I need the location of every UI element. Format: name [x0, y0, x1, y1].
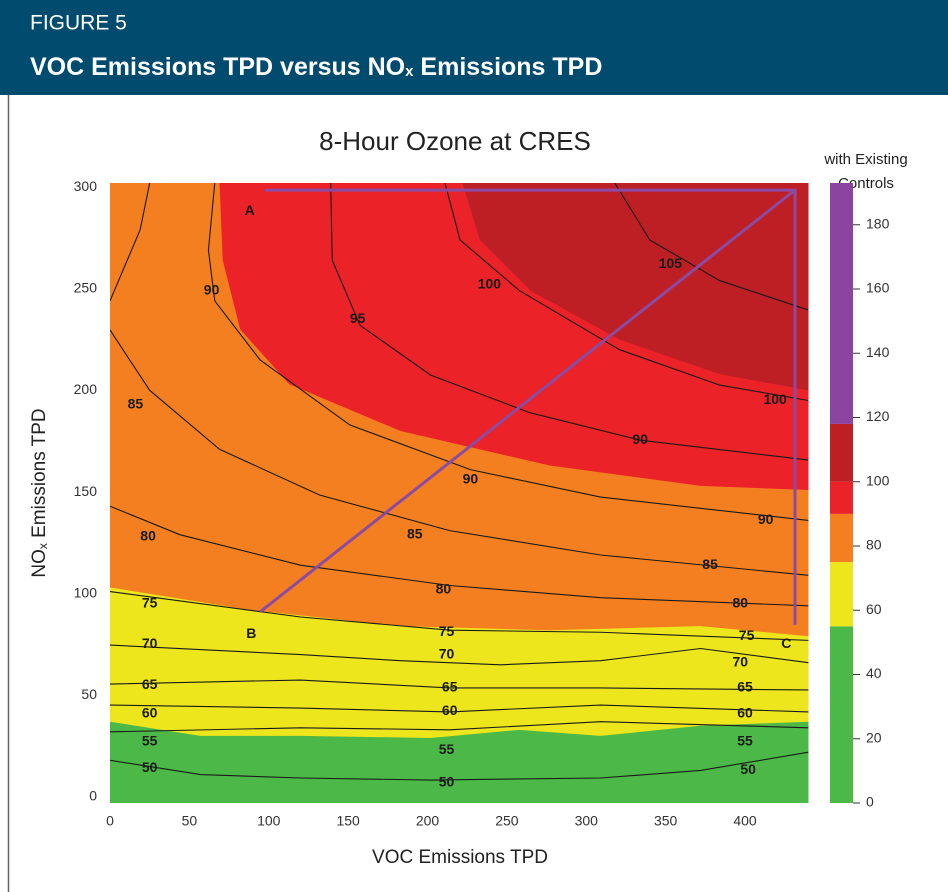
y-label-subscript: x — [36, 543, 50, 549]
title-part: Emissions TPD — [413, 53, 602, 81]
contour-line — [207, 183, 809, 521]
contour-label: 80 — [732, 594, 748, 610]
y-tick-label: 200 — [74, 381, 98, 397]
contour-label: 90 — [204, 281, 220, 297]
y-tick-label: 0 — [89, 788, 97, 804]
colorbar-tick-label: 180 — [866, 215, 890, 231]
path-line — [259, 188, 796, 614]
colorbar-band — [830, 481, 853, 514]
contour-label: 50 — [142, 759, 158, 775]
contour-label: 80 — [436, 580, 452, 596]
y-label-part: NO — [29, 549, 50, 578]
y-tick-label: 100 — [74, 584, 98, 600]
contour-line — [110, 505, 809, 607]
colorbar-tick-label: 20 — [866, 729, 882, 745]
contour-label: 95 — [350, 310, 366, 326]
contour-label: 55 — [439, 741, 455, 757]
colorbar-band — [830, 513, 853, 563]
colorbar-tick-label: 160 — [866, 280, 890, 296]
contour-label: 80 — [140, 527, 156, 543]
contour-label: 105 — [659, 255, 683, 271]
contour-line — [444, 183, 809, 402]
colorbar-band — [830, 562, 853, 627]
colorbar-tick-label: 140 — [866, 344, 890, 360]
contour-line — [110, 644, 809, 666]
contour-label: 50 — [439, 773, 455, 789]
title-part: VOC Emissions TPD versus NO — [30, 53, 405, 81]
contour-label: 50 — [740, 761, 756, 777]
contour-label: 65 — [442, 679, 458, 695]
contour-line — [110, 751, 809, 781]
colorbar-tick-label: 100 — [866, 472, 890, 488]
x-tick-label: 350 — [654, 813, 678, 829]
colorbar-tick-label: 40 — [866, 665, 882, 681]
figure-label: FIGURE 5 — [30, 12, 127, 35]
contour-label: 60 — [442, 702, 458, 718]
contour-label: 90 — [632, 431, 648, 447]
x-tick-label: 0 — [106, 813, 114, 829]
chart-title: 8-Hour Ozone at CRES — [319, 126, 591, 156]
contour-label: 70 — [439, 645, 455, 661]
x-tick-label: 200 — [416, 813, 440, 829]
x-tick-label: 300 — [575, 813, 599, 829]
x-tick-label: 50 — [182, 813, 198, 829]
contour-line — [110, 704, 809, 713]
y-label-part: Emissions TPD — [29, 408, 50, 543]
contour-line — [110, 721, 809, 733]
contour-label: 60 — [737, 704, 753, 720]
region — [462, 183, 809, 391]
point-label: A — [245, 202, 255, 218]
x-tick-label: 100 — [257, 813, 281, 829]
contour-label: 55 — [737, 733, 753, 749]
plot — [110, 183, 809, 803]
contour-label: 55 — [142, 733, 158, 749]
colorbar-title: with Existing — [823, 151, 907, 168]
contour-label: 85 — [702, 556, 718, 572]
colorbar-tick-label: 80 — [866, 537, 882, 553]
contour-label: 65 — [737, 679, 753, 695]
contour-line — [330, 183, 809, 461]
x-axis-label: VOC Emissions TPD — [372, 847, 548, 868]
contour-line — [110, 183, 151, 302]
contour-label: 65 — [142, 676, 158, 692]
point-label: B — [246, 625, 256, 641]
contour-label: 75 — [142, 594, 158, 610]
y-tick-label: 50 — [81, 686, 97, 702]
contour-label: 90 — [758, 511, 774, 527]
y-tick-label: 150 — [74, 483, 98, 499]
x-tick-label: 400 — [733, 813, 757, 829]
colorbar-tick-label: 120 — [866, 408, 890, 424]
colorbar-band — [830, 626, 853, 803]
contour-line — [110, 591, 809, 641]
colorbar-tick-label: 0 — [866, 794, 874, 810]
contour-label: 85 — [407, 525, 423, 541]
contour-label: 100 — [763, 391, 787, 407]
contour-line — [110, 679, 809, 691]
contour-label: 100 — [478, 275, 502, 291]
contour-label: 70 — [732, 653, 748, 669]
contour-line — [614, 183, 809, 311]
contour-label: 90 — [463, 470, 479, 486]
title-subscript: x — [405, 63, 414, 80]
x-tick-label: 150 — [336, 813, 360, 829]
header-band — [0, 0, 948, 95]
contour-label: 75 — [439, 623, 455, 639]
y-tick-label: 300 — [74, 178, 98, 194]
region — [110, 721, 809, 803]
colorbar-band — [830, 423, 853, 482]
x-tick-label: 250 — [495, 813, 519, 829]
contour-label: 85 — [128, 395, 144, 411]
contour-line — [110, 329, 809, 576]
y-tick-label: 250 — [74, 280, 98, 296]
y-axis-label: NOx Emissions TPD — [29, 408, 50, 577]
contour-label: 60 — [142, 704, 158, 720]
colorbar-tick-label: 60 — [866, 601, 882, 617]
colorbar-band — [830, 183, 853, 424]
contour-label: 70 — [142, 635, 158, 651]
figure-title: VOC Emissions TPD versus NOx Emissions T… — [30, 53, 602, 81]
contour-label: 75 — [739, 627, 755, 643]
point-label: C — [781, 635, 791, 651]
